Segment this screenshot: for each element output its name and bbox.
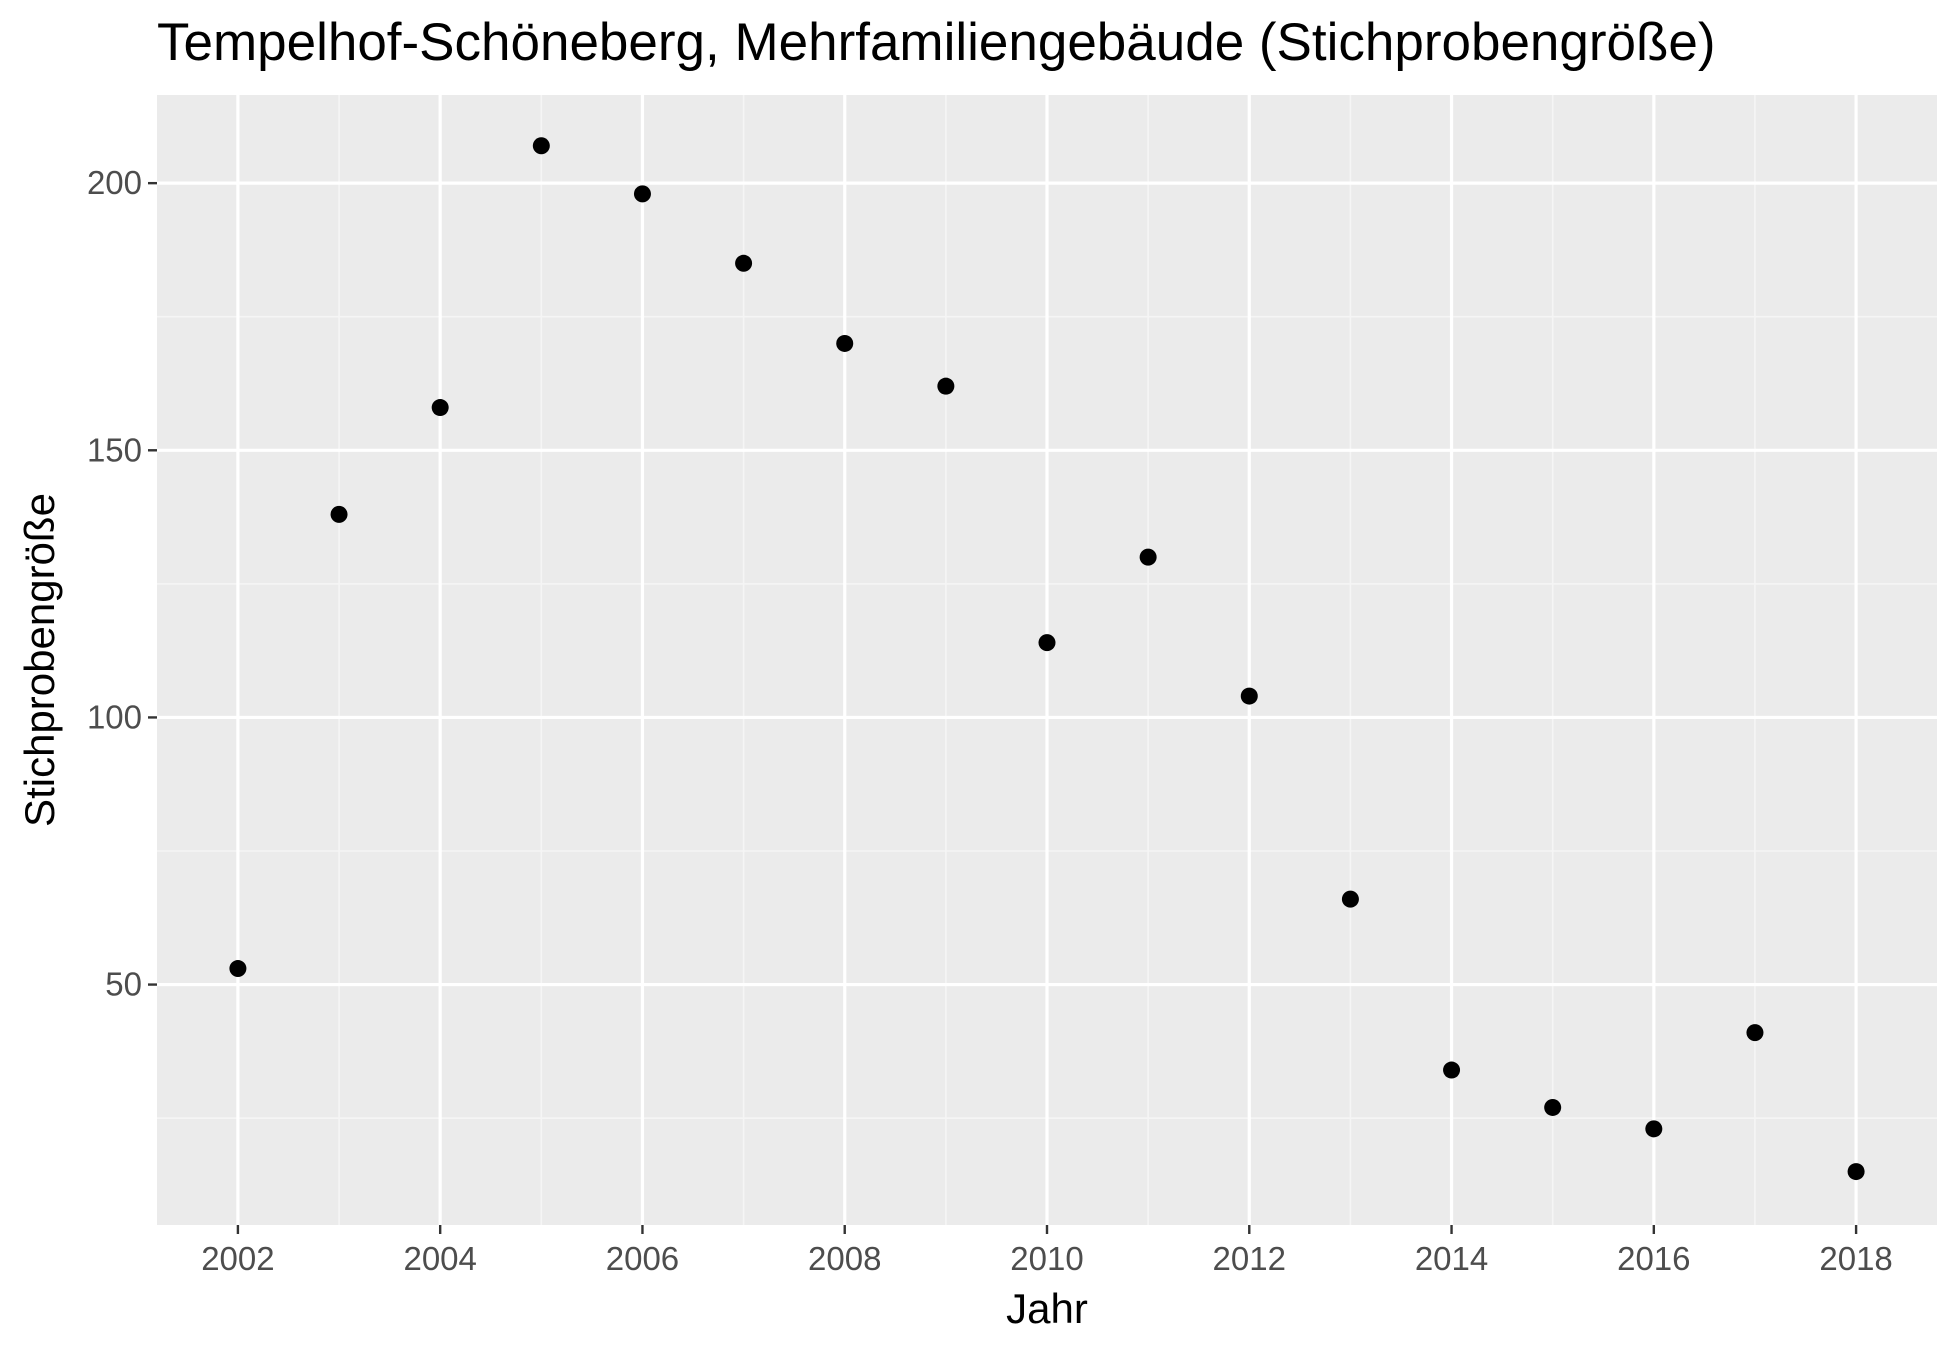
x-tick-label: 2010: [1010, 1240, 1083, 1277]
data-point: [937, 377, 955, 395]
y-tick-label: 200: [87, 164, 142, 201]
data-point: [1139, 548, 1157, 566]
data-point: [229, 960, 247, 978]
x-tick-label: 2018: [1819, 1240, 1892, 1277]
x-axis-title: Jahr: [1006, 1285, 1088, 1332]
x-tick-label: 2012: [1213, 1240, 1286, 1277]
x-tick-label: 2008: [808, 1240, 881, 1277]
x-tick-label: 2004: [403, 1240, 476, 1277]
data-point: [330, 505, 348, 523]
data-points: [229, 137, 1865, 1181]
x-tick-label: 2006: [606, 1240, 679, 1277]
data-point: [735, 254, 753, 272]
data-point: [1645, 1120, 1663, 1138]
x-tick-label: 2016: [1617, 1240, 1690, 1277]
data-point: [836, 334, 854, 352]
y-axis-title: Stichprobengröße: [16, 493, 63, 827]
grid-major: [157, 95, 1937, 1225]
y-tick-label: 100: [87, 698, 142, 735]
chart-title: Tempelhof-Schöneberg, Mehrfamiliengebäud…: [157, 13, 1716, 72]
x-axis: 2002 2004 2006 2008 2010 2012 2014 2016 2018: [201, 1225, 1893, 1277]
data-point: [1544, 1098, 1562, 1116]
y-tick-label: 150: [87, 431, 142, 468]
data-point: [1746, 1024, 1764, 1042]
y-tick-label: 50: [105, 966, 142, 1003]
data-point: [1443, 1061, 1461, 1079]
data-point: [1038, 634, 1056, 652]
x-tick-label: 2014: [1415, 1240, 1488, 1277]
data-point: [431, 399, 449, 417]
data-point: [1341, 890, 1359, 908]
data-point: [1847, 1163, 1865, 1181]
x-tick-label: 2002: [201, 1240, 274, 1277]
data-point: [532, 137, 550, 155]
y-axis: 50 100 150 200: [87, 164, 157, 1003]
data-point: [1240, 687, 1258, 705]
data-point: [633, 185, 651, 203]
